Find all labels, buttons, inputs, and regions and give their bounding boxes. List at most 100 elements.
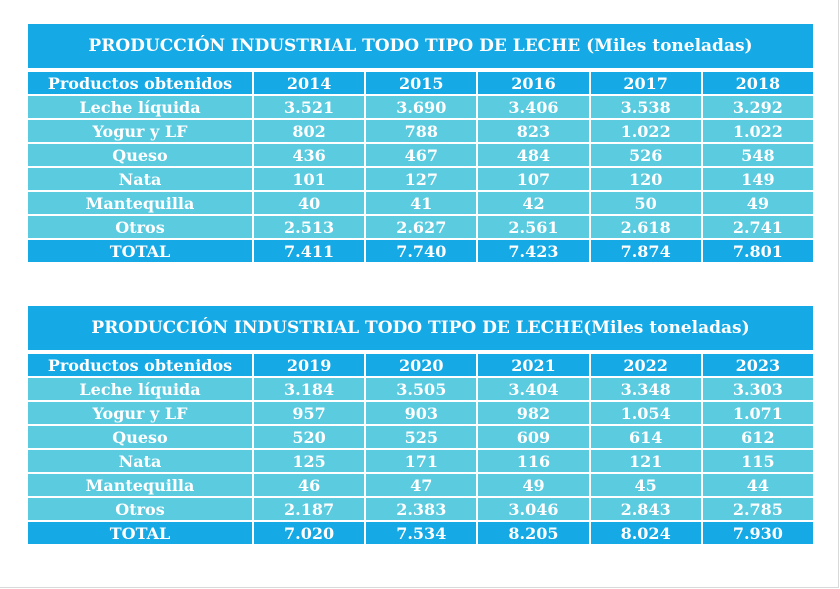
- value-cell: 1.022: [590, 120, 701, 142]
- table-row: Mantequilla 46 47 49 45 44: [28, 474, 813, 496]
- value-cell: 436: [254, 144, 365, 166]
- total-cell: 7.930: [702, 522, 813, 544]
- value-cell: 42: [478, 192, 589, 214]
- header-cell: 2019: [254, 354, 365, 376]
- value-cell: 46: [254, 474, 365, 496]
- row-label: Nata: [28, 450, 252, 472]
- production-table-2014-2018: PRODUCCIÓN INDUSTRIAL TODO TIPO DE LECHE…: [28, 24, 813, 264]
- total-cell: 8.024: [590, 522, 701, 544]
- value-cell: 107: [478, 168, 589, 190]
- value-cell: 2.383: [366, 498, 477, 520]
- total-label: TOTAL: [28, 522, 252, 544]
- value-cell: 612: [702, 426, 813, 448]
- value-cell: 2.785: [702, 498, 813, 520]
- table-row: Otros 2.187 2.383 3.046 2.843 2.785: [28, 498, 813, 520]
- value-cell: 2.627: [366, 216, 477, 238]
- table-title: PRODUCCIÓN INDUSTRIAL TODO TIPO DE LECHE…: [28, 24, 813, 68]
- total-cell: 7.740: [366, 240, 477, 262]
- row-label: Leche líquida: [28, 96, 252, 118]
- total-cell: 7.534: [366, 522, 477, 544]
- row-label: Queso: [28, 426, 252, 448]
- table-row: Nata 101 127 107 120 149: [28, 168, 813, 190]
- value-cell: 171: [366, 450, 477, 472]
- value-cell: 903: [366, 402, 477, 424]
- table-row: Mantequilla 40 41 42 50 49: [28, 192, 813, 214]
- total-row: TOTAL 7.411 7.740 7.423 7.874 7.801: [28, 240, 813, 262]
- table-row: Otros 2.513 2.627 2.561 2.618 2.741: [28, 216, 813, 238]
- header-cell: 2018: [702, 72, 813, 94]
- row-label: Mantequilla: [28, 474, 252, 496]
- value-cell: 614: [590, 426, 701, 448]
- header-row: Productos obtenidos 2014 2015 2016 2017 …: [28, 72, 813, 94]
- total-cell: 7.874: [590, 240, 701, 262]
- header-cell: Productos obtenidos: [28, 354, 252, 376]
- value-cell: 3.184: [254, 378, 365, 400]
- value-cell: 116: [478, 450, 589, 472]
- table-row: Leche líquida 3.521 3.690 3.406 3.538 3.…: [28, 96, 813, 118]
- header-cell: 2023: [702, 354, 813, 376]
- total-cell: 7.411: [254, 240, 365, 262]
- value-cell: 2.561: [478, 216, 589, 238]
- value-cell: 823: [478, 120, 589, 142]
- value-cell: 3.521: [254, 96, 365, 118]
- value-cell: 3.046: [478, 498, 589, 520]
- data-table: Productos obtenidos 2014 2015 2016 2017 …: [26, 70, 815, 264]
- value-cell: 120: [590, 168, 701, 190]
- value-cell: 2.187: [254, 498, 365, 520]
- value-cell: 1.022: [702, 120, 813, 142]
- table-title: PRODUCCIÓN INDUSTRIAL TODO TIPO DE LECHE…: [28, 306, 813, 350]
- total-label: TOTAL: [28, 240, 252, 262]
- value-cell: 115: [702, 450, 813, 472]
- value-cell: 520: [254, 426, 365, 448]
- value-cell: 125: [254, 450, 365, 472]
- row-label: Nata: [28, 168, 252, 190]
- header-cell: 2021: [478, 354, 589, 376]
- value-cell: 1.054: [590, 402, 701, 424]
- value-cell: 127: [366, 168, 477, 190]
- value-cell: 3.303: [702, 378, 813, 400]
- value-cell: 49: [478, 474, 589, 496]
- table-row: Leche líquida 3.184 3.505 3.404 3.348 3.…: [28, 378, 813, 400]
- table-row: Yogur y LF 957 903 982 1.054 1.071: [28, 402, 813, 424]
- value-cell: 2.741: [702, 216, 813, 238]
- production-table-2019-2023: PRODUCCIÓN INDUSTRIAL TODO TIPO DE LECHE…: [28, 306, 813, 546]
- total-cell: 8.205: [478, 522, 589, 544]
- value-cell: 1.071: [702, 402, 813, 424]
- row-label: Otros: [28, 498, 252, 520]
- value-cell: 3.538: [590, 96, 701, 118]
- value-cell: 101: [254, 168, 365, 190]
- value-cell: 44: [702, 474, 813, 496]
- header-cell: 2017: [590, 72, 701, 94]
- value-cell: 525: [366, 426, 477, 448]
- row-label: Yogur y LF: [28, 120, 252, 142]
- value-cell: 957: [254, 402, 365, 424]
- value-cell: 548: [702, 144, 813, 166]
- value-cell: 467: [366, 144, 477, 166]
- data-table: Productos obtenidos 2019 2020 2021 2022 …: [26, 352, 815, 546]
- row-label: Queso: [28, 144, 252, 166]
- value-cell: 47: [366, 474, 477, 496]
- value-cell: 3.348: [590, 378, 701, 400]
- value-cell: 3.292: [702, 96, 813, 118]
- value-cell: 2.843: [590, 498, 701, 520]
- total-cell: 7.423: [478, 240, 589, 262]
- value-cell: 982: [478, 402, 589, 424]
- value-cell: 121: [590, 450, 701, 472]
- header-row: Productos obtenidos 2019 2020 2021 2022 …: [28, 354, 813, 376]
- table-row: Nata 125 171 116 121 115: [28, 450, 813, 472]
- header-cell: Productos obtenidos: [28, 72, 252, 94]
- value-cell: 40: [254, 192, 365, 214]
- table-row: Yogur y LF 802 788 823 1.022 1.022: [28, 120, 813, 142]
- total-cell: 7.801: [702, 240, 813, 262]
- row-label: Leche líquida: [28, 378, 252, 400]
- header-cell: 2022: [590, 354, 701, 376]
- header-cell: 2015: [366, 72, 477, 94]
- value-cell: 3.404: [478, 378, 589, 400]
- header-cell: 2014: [254, 72, 365, 94]
- value-cell: 788: [366, 120, 477, 142]
- value-cell: 526: [590, 144, 701, 166]
- header-cell: 2016: [478, 72, 589, 94]
- row-label: Yogur y LF: [28, 402, 252, 424]
- value-cell: 41: [366, 192, 477, 214]
- value-cell: 45: [590, 474, 701, 496]
